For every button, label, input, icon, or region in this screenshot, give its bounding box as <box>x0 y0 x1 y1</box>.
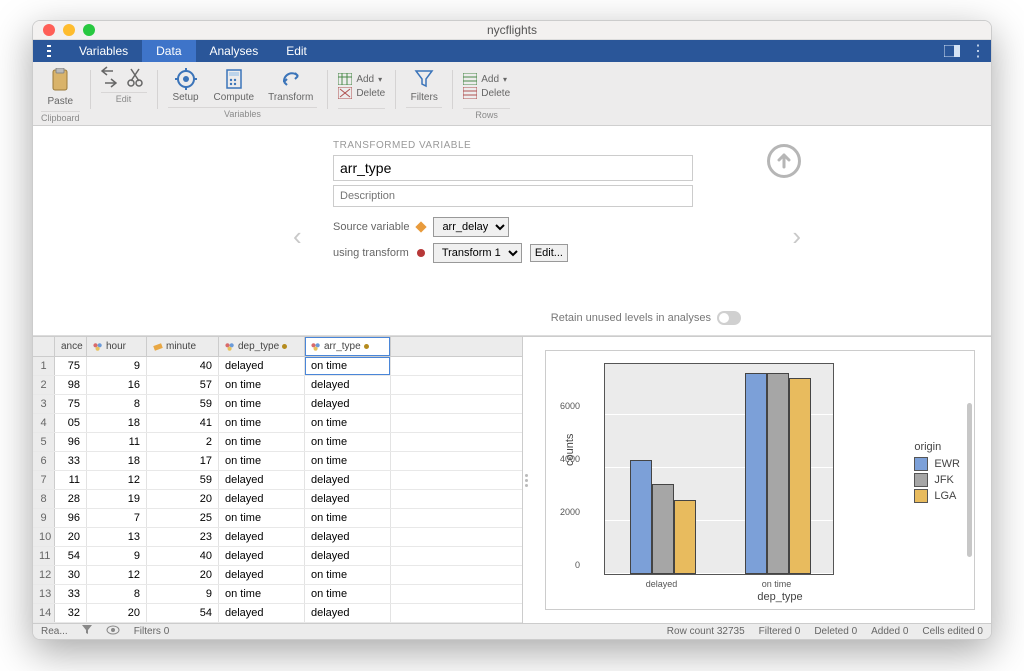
table-row[interactable]: 175940delayedon time <box>33 357 522 376</box>
transform-select[interactable]: Transform 1 <box>433 243 522 263</box>
table-row[interactable]: 996725on timeon time <box>33 509 522 528</box>
table-row[interactable]: 8281920delayeddelayed <box>33 490 522 509</box>
column-header-dep_type[interactable]: dep_type <box>219 337 305 356</box>
scrollbar-icon[interactable] <box>967 403 972 558</box>
redo-button[interactable] <box>101 78 117 88</box>
table-row[interactable]: 12301220delayedon time <box>33 566 522 585</box>
y-tick: 2000 <box>560 507 580 517</box>
table-row[interactable]: 1154940delayeddelayed <box>33 547 522 566</box>
variables-group-label: Variables <box>168 107 318 119</box>
transform-panel: ‹ › TRANSFORMED VARIABLE Source variable… <box>33 126 991 336</box>
delete-row-button[interactable]: Delete <box>463 87 510 99</box>
y-tick: 4000 <box>560 454 580 464</box>
y-tick: 6000 <box>560 401 580 411</box>
hamburger-icon[interactable] <box>33 40 65 62</box>
table-row[interactable]: 2981657on timedelayed <box>33 376 522 395</box>
status-cells: Cells edited 0 <box>922 626 983 637</box>
filters-button[interactable]: Filters <box>406 66 442 105</box>
source-variable-select[interactable]: arr_delay <box>433 217 509 237</box>
filter-icon[interactable] <box>82 625 92 638</box>
collapse-up-icon[interactable] <box>767 144 801 178</box>
legend-item-JFK: JFK <box>914 473 960 487</box>
table-row[interactable]: 4051841on timeon time <box>33 414 522 433</box>
status-ready: Rea... <box>41 626 68 637</box>
window-title: nycflights <box>33 23 991 37</box>
layout-toggle-icon[interactable] <box>939 45 965 57</box>
source-variable-label: Source variable <box>333 221 409 233</box>
variable-name-input[interactable] <box>333 155 693 181</box>
paste-button[interactable]: Paste <box>42 66 78 109</box>
bar-delayed-JFK <box>652 484 674 574</box>
next-variable-icon[interactable]: › <box>792 221 801 252</box>
status-added: Added 0 <box>871 626 908 637</box>
table-row[interactable]: 10201323delayeddelayed <box>33 528 522 547</box>
add-row-button[interactable]: Add ▾ <box>463 73 510 85</box>
bar-delayed-LGA <box>674 500 696 574</box>
column-header-minute[interactable]: minute <box>147 337 219 356</box>
chart-pane: counts 0200040006000 delayedon time dep_… <box>529 337 991 623</box>
tab-data[interactable]: Data <box>142 40 195 62</box>
compute-button[interactable]: Compute <box>210 66 259 105</box>
titlebar: nycflights <box>33 21 991 40</box>
description-input[interactable] <box>333 185 693 207</box>
column-header-arr_type[interactable]: arr_type <box>305 337 391 356</box>
table-row[interactable]: 6331817on timeon time <box>33 452 522 471</box>
bar-delayed-EWR <box>630 460 652 574</box>
ribbon: Paste Clipboard Edit Setup Compute Tr <box>33 62 991 126</box>
cut-button[interactable] <box>123 66 147 90</box>
status-row-count: Row count 32735 <box>667 626 745 637</box>
retain-levels-toggle[interactable]: Retain unused levels in analyses <box>551 311 741 325</box>
add-variable-button[interactable]: Add ▾ <box>338 73 385 85</box>
table-row[interactable]: 133389on timeon time <box>33 585 522 604</box>
setup-button[interactable]: Setup <box>168 66 204 105</box>
legend-item-LGA: LGA <box>914 489 960 503</box>
grid-body[interactable]: 175940delayedon time2981657on timedelaye… <box>33 357 522 623</box>
x-tick: on time <box>719 579 834 589</box>
app-window: nycflights VariablesDataAnalysesEdit ⋮ P… <box>32 20 992 640</box>
data-grid: ancehourminutedep_typearr_type 175940del… <box>33 337 523 623</box>
table-row[interactable]: 375859on timedelayed <box>33 395 522 414</box>
x-tick: delayed <box>604 579 719 589</box>
tab-variables[interactable]: Variables <box>65 40 142 62</box>
legend-item-EWR: EWR <box>914 457 960 471</box>
using-transform-label: using transform <box>333 247 409 259</box>
status-filters: Filters 0 <box>134 626 170 637</box>
status-filtered: Filtered 0 <box>759 626 801 637</box>
grid-header: ancehourminutedep_typearr_type <box>33 337 522 357</box>
bar-on time-JFK <box>767 373 789 574</box>
menubar: VariablesDataAnalysesEdit ⋮ <box>33 40 991 62</box>
bar-on time-LGA <box>789 378 811 574</box>
edit-transform-button[interactable]: Edit... <box>530 244 568 262</box>
table-row[interactable]: 7111259delayeddelayed <box>33 471 522 490</box>
statusbar: Rea... Filters 0 Row count 32735 Filtere… <box>33 623 991 639</box>
toggle-icon[interactable] <box>717 311 741 325</box>
table-row[interactable]: 596112on timeon time <box>33 433 522 452</box>
y-tick: 0 <box>575 560 580 570</box>
bar-chart: counts 0200040006000 delayedon time dep_… <box>545 350 975 610</box>
legend: origin EWR JFK LGA <box>914 441 960 505</box>
status-deleted: Deleted 0 <box>814 626 857 637</box>
x-axis-label: dep_type <box>546 591 974 603</box>
tab-analyses[interactable]: Analyses <box>196 40 273 62</box>
table-row[interactable]: 14322054delayeddelayed <box>33 604 522 623</box>
legend-title: origin <box>914 441 960 453</box>
transform-button[interactable]: Transform <box>264 66 317 105</box>
undo-button[interactable] <box>101 66 117 76</box>
column-header-ance[interactable]: ance <box>55 337 87 356</box>
prev-variable-icon[interactable]: ‹ <box>293 221 302 252</box>
clipboard-group-label: Clipboard <box>41 111 80 123</box>
rows-group-label: Rows <box>463 108 510 120</box>
edit-group-label: Edit <box>101 92 147 104</box>
kebab-icon[interactable]: ⋮ <box>965 41 991 61</box>
tab-edit[interactable]: Edit <box>272 40 321 62</box>
bar-on time-EWR <box>745 373 767 574</box>
transform-dot-icon <box>417 249 425 257</box>
transform-heading: TRANSFORMED VARIABLE <box>333 140 693 151</box>
source-diamond-icon <box>416 221 427 232</box>
delete-variable-button[interactable]: Delete <box>338 87 385 99</box>
column-header-hour[interactable]: hour <box>87 337 147 356</box>
eye-icon[interactable] <box>106 625 120 638</box>
